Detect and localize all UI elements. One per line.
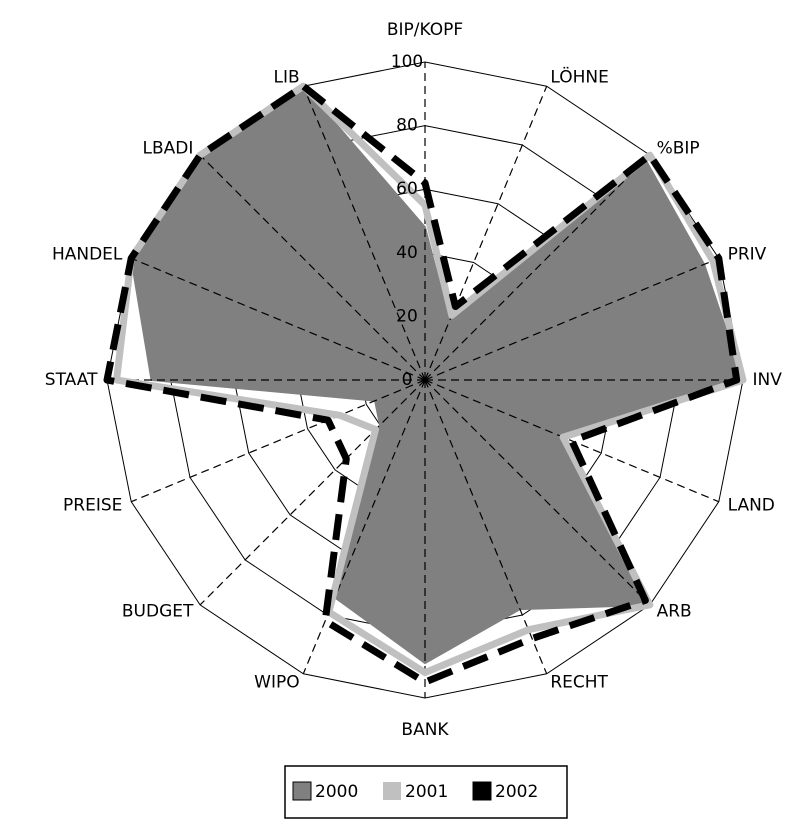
r-tick-label: 60 (396, 179, 418, 199)
category-label: ARB (657, 602, 692, 622)
category-label: BIP/KOPF (387, 20, 463, 40)
spoke (424, 257, 720, 381)
r-tick-label: 80 (396, 116, 418, 136)
legend-swatch (383, 782, 401, 800)
spoke (130, 379, 426, 503)
spoke (424, 379, 651, 606)
category-label: LAND (728, 495, 775, 515)
legend-label: 2001 (405, 782, 448, 802)
spoke (424, 379, 548, 675)
spoke (130, 257, 426, 381)
category-label: PREISE (63, 495, 122, 515)
category-label: INV (753, 370, 783, 390)
category-label: %BIP (657, 138, 700, 158)
spoke (199, 154, 426, 381)
r-tick-label: 20 (396, 306, 418, 326)
spoke (302, 85, 426, 381)
r-tick-label: 0 (402, 370, 413, 390)
category-label: LIB (273, 67, 299, 87)
spoke (199, 379, 426, 606)
legend-swatch (472, 781, 492, 801)
category-label: BUDGET (122, 602, 194, 622)
legend-box (284, 765, 568, 819)
legend-label: 2000 (315, 782, 358, 802)
r-tick-label: 100 (391, 52, 423, 72)
category-label: LÖHNE (550, 65, 609, 87)
spoke (302, 379, 426, 675)
spoke (424, 379, 720, 503)
spoke (424, 154, 651, 381)
category-label: LBADI (143, 138, 194, 158)
category-label: BANK (401, 720, 449, 740)
category-label: RECHT (550, 673, 608, 693)
category-label: PRIV (728, 245, 767, 265)
legend-label: 2002 (495, 782, 538, 802)
series-line (103, 82, 741, 686)
legend-swatch (292, 781, 312, 801)
r-tick-label: 40 (396, 243, 418, 263)
category-label: WIPO (254, 673, 299, 693)
category-label: STAAT (45, 370, 98, 390)
category-label: HANDEL (52, 245, 123, 265)
spoke (424, 85, 548, 381)
